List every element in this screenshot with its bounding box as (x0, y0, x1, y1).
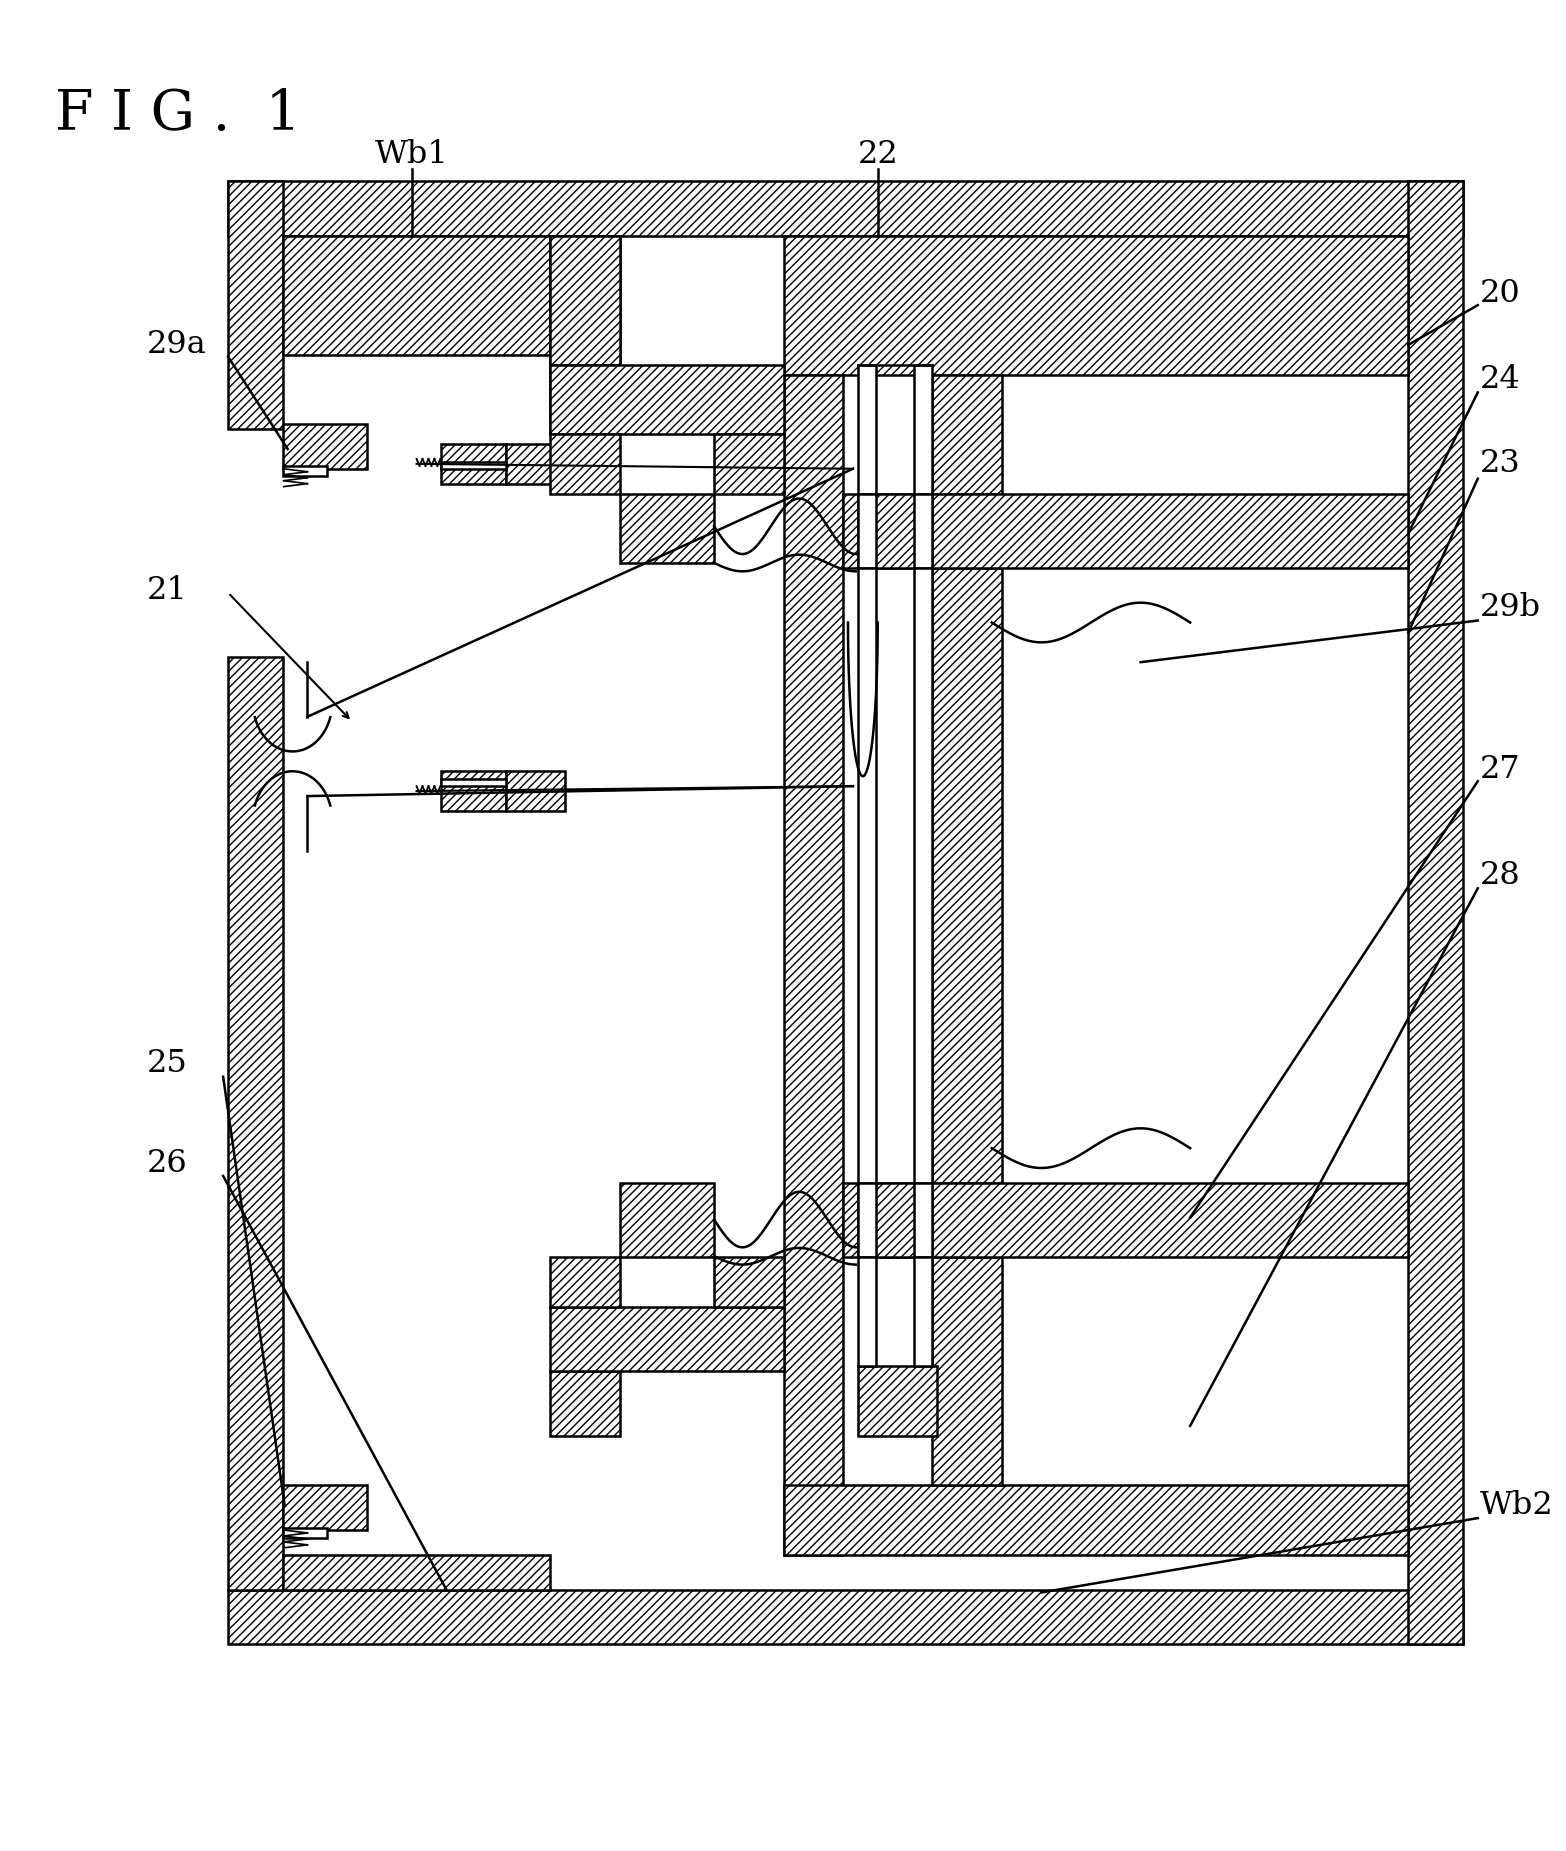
Bar (282, 1485, 366, 1531)
Bar (550, 1257, 620, 1307)
Text: 25: 25 (147, 1048, 188, 1079)
Bar (620, 494, 714, 563)
Bar (282, 235, 550, 355)
Bar (915, 494, 932, 568)
Bar (932, 374, 1002, 494)
Text: F I G .  1: F I G . 1 (55, 87, 301, 143)
Bar (442, 772, 506, 811)
Bar (932, 1257, 1002, 1485)
Text: 23: 23 (1480, 448, 1521, 479)
Text: 26: 26 (147, 1148, 188, 1179)
Text: 20: 20 (1480, 278, 1521, 309)
Bar (858, 1257, 875, 1366)
Bar (915, 1257, 932, 1366)
Text: 27: 27 (1480, 753, 1521, 785)
Bar (915, 365, 932, 494)
Bar (783, 374, 843, 1555)
Bar (282, 1555, 550, 1590)
Bar (550, 235, 620, 365)
Bar (858, 494, 875, 568)
Bar (858, 365, 875, 494)
Bar (506, 444, 565, 483)
Bar (783, 235, 1408, 374)
Bar (550, 365, 783, 435)
Bar (843, 494, 1408, 568)
Bar (442, 779, 506, 787)
Bar (282, 424, 366, 468)
Bar (550, 435, 620, 494)
Text: 29a: 29a (147, 329, 207, 361)
Bar (550, 235, 620, 435)
Bar (282, 466, 327, 476)
Bar (229, 181, 1463, 235)
Bar (550, 1372, 620, 1436)
Bar (229, 1590, 1463, 1644)
Bar (620, 1183, 714, 1257)
Bar (282, 1529, 327, 1538)
Bar (915, 1183, 932, 1257)
Text: 22: 22 (857, 139, 899, 170)
Text: Wb2: Wb2 (1480, 1490, 1553, 1522)
Bar (229, 181, 282, 429)
Bar (783, 1485, 1408, 1555)
Bar (858, 494, 932, 568)
Bar (229, 657, 282, 1590)
Text: Wb1: Wb1 (374, 139, 448, 170)
Bar (932, 568, 1002, 1183)
Bar (1408, 181, 1463, 1644)
Text: 21: 21 (147, 576, 188, 607)
Bar (714, 1257, 783, 1307)
Bar (858, 1183, 932, 1257)
Bar (858, 568, 875, 1183)
Bar (442, 463, 506, 468)
Bar (915, 568, 932, 1183)
Bar (858, 1366, 936, 1436)
Text: 29b: 29b (1480, 592, 1541, 624)
Text: 28: 28 (1480, 861, 1521, 890)
Bar (714, 435, 783, 494)
Text: 24: 24 (1480, 365, 1521, 394)
Bar (843, 1183, 1408, 1257)
Bar (506, 772, 565, 811)
Bar (858, 1183, 875, 1257)
Bar (550, 1307, 783, 1372)
Bar (442, 444, 506, 483)
